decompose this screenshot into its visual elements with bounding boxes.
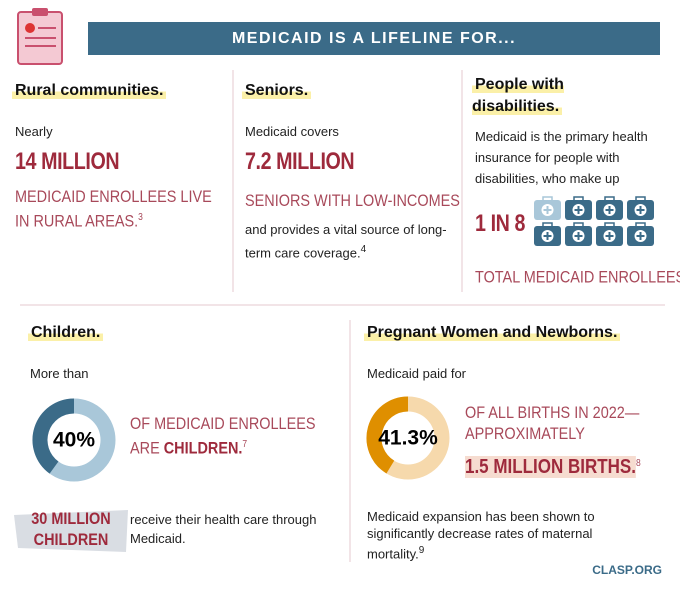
source: CLASP.ORG <box>592 563 662 577</box>
kit-cross <box>574 232 583 240</box>
clipboard-clip <box>32 8 48 16</box>
intro: Medicaid covers <box>245 124 339 139</box>
description: SENIORS WITH LOW-INCOMES <box>245 191 460 210</box>
heading: People with disabilities. <box>472 76 564 115</box>
emphasis: CHILDREN. <box>163 438 243 458</box>
detail: receive their health care through Medica… <box>130 512 317 546</box>
brush-background <box>14 510 128 552</box>
header-bar <box>88 22 660 55</box>
kit-handle <box>542 222 553 228</box>
intro: Nearly <box>15 124 53 139</box>
footnote: 9 <box>418 545 425 556</box>
kit-handle <box>542 196 553 202</box>
kit-cross <box>636 232 645 240</box>
intro: Medicaid paid for <box>367 366 466 381</box>
kit-handle <box>573 196 584 202</box>
kit-handle <box>635 222 646 228</box>
heading: Seniors. <box>242 82 312 99</box>
donut-segment <box>366 396 409 474</box>
donut-label: 40% <box>53 429 95 452</box>
kit-cross <box>605 232 614 240</box>
intro: More than <box>30 366 89 381</box>
heading: Children. <box>28 324 104 341</box>
emphasis: 1.5 MILLION BIRTHS. <box>465 455 636 478</box>
kit-cross <box>543 206 552 214</box>
detail: Medicaid expansion has been shown to sig… <box>367 509 595 562</box>
description: OF ALL BIRTHS IN 2022— APPROXIMATELY <box>465 403 640 443</box>
description: MEDICAID ENROLLEES LIVE IN RURAL AREAS. <box>15 187 212 231</box>
kit-cross <box>605 206 614 214</box>
stat: 30 MILLION CHILDREN <box>31 509 111 549</box>
kit-handle <box>604 222 615 228</box>
kit-cross <box>543 232 552 240</box>
footnote: 8 <box>635 458 641 469</box>
kit-handle <box>604 196 615 202</box>
header-title: MEDICAID IS A LIFELINE FOR... <box>231 30 517 47</box>
stat: 7.2 MILLION <box>245 148 355 175</box>
heading: Rural communities. <box>12 82 167 99</box>
heart-icon <box>25 23 35 33</box>
detail: and provides a vital source of long-term… <box>245 222 447 261</box>
kit-handle <box>635 196 646 202</box>
intro: Medicaid is the primary health insurance… <box>475 129 648 186</box>
description: OF MEDICAID ENROLLEES ARE <box>130 414 316 458</box>
stat: 1 IN 8 <box>475 210 526 237</box>
kit-handle <box>573 222 584 228</box>
donut-label: 41.3% <box>378 427 438 450</box>
kit-cross <box>636 206 645 214</box>
footnote: 4 <box>360 244 367 255</box>
description: TOTAL MEDICAID ENROLLEES. <box>475 267 680 287</box>
donut-segment <box>32 398 75 474</box>
footnote: 3 <box>138 212 143 223</box>
heading: Pregnant Women and Newborns. <box>364 324 621 341</box>
kit-cross <box>574 206 583 214</box>
footnote: 7 <box>242 439 248 450</box>
stat: 14 MILLION <box>15 148 120 175</box>
